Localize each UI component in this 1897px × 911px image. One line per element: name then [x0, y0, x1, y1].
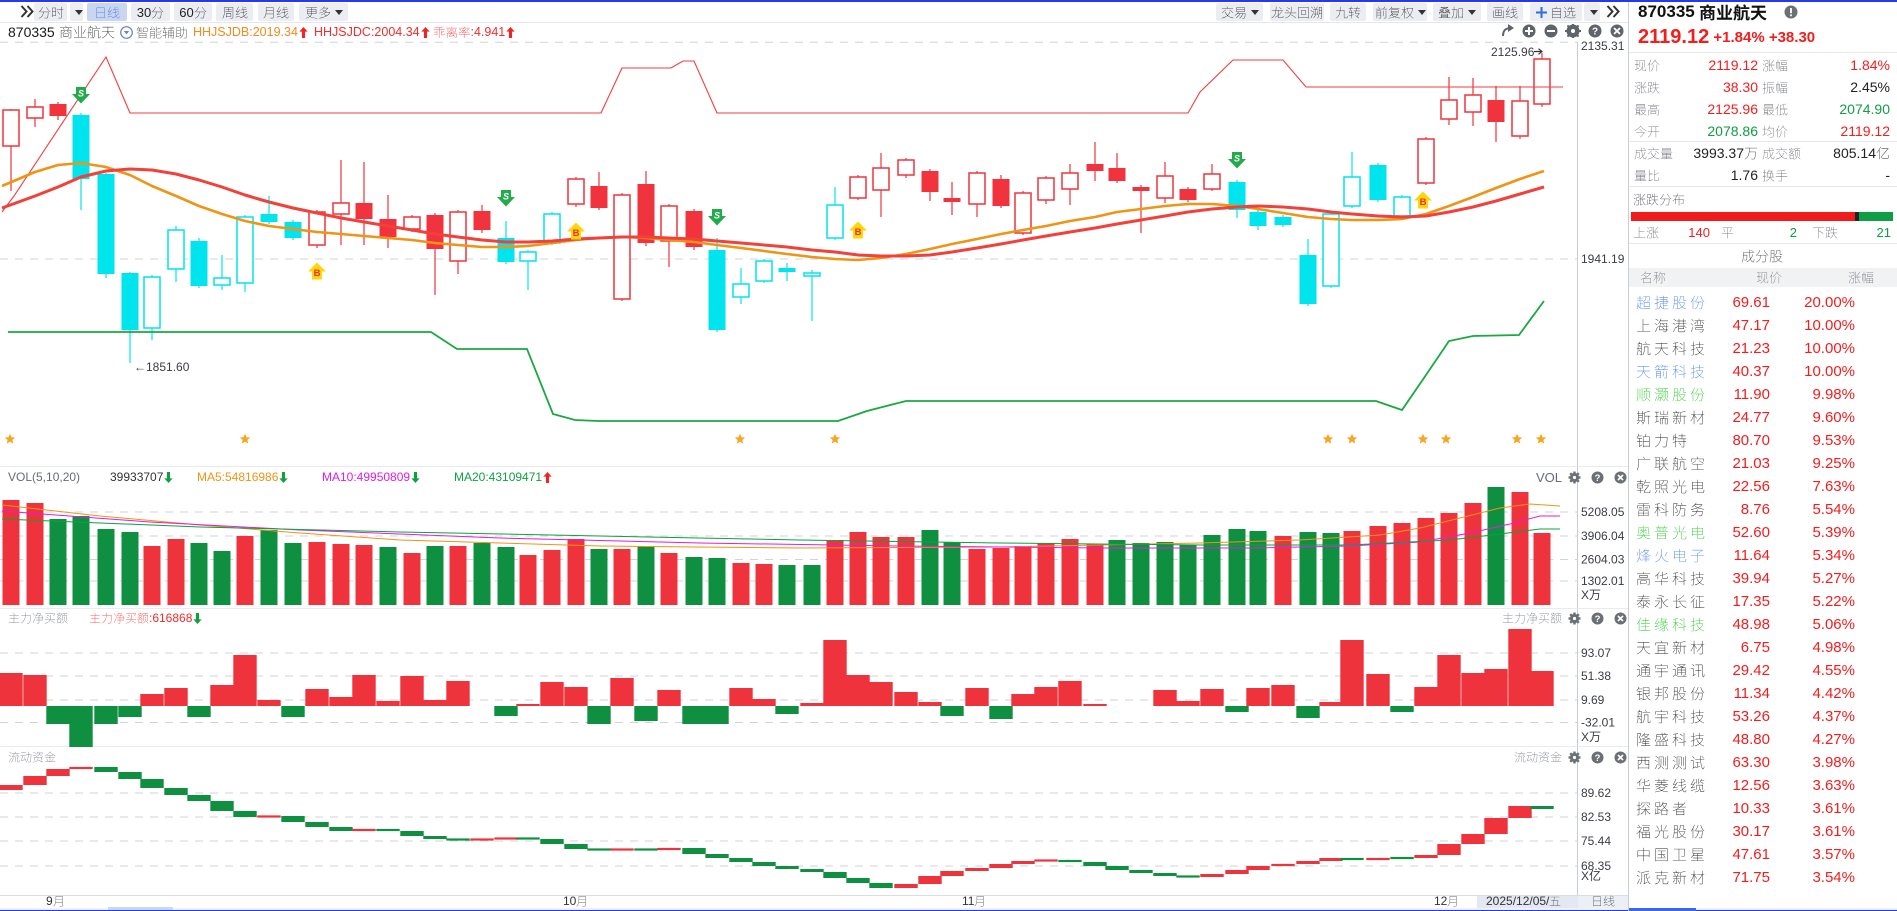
svg-text:S: S — [503, 192, 509, 202]
svg-text:3906.04: 3906.04 — [1581, 529, 1625, 543]
svg-text:2125.96: 2125.96 — [1491, 45, 1535, 59]
svg-text:?: ? — [1595, 473, 1601, 484]
svg-text:2135.31: 2135.31 — [1581, 39, 1625, 53]
svg-text:X亿: X亿 — [1581, 868, 1601, 883]
svg-text:B: B — [573, 228, 580, 239]
svg-text:93.07: 93.07 — [1581, 646, 1611, 660]
svg-text:89.62: 89.62 — [1581, 786, 1611, 800]
svg-text:B: B — [855, 227, 862, 238]
svg-text:?: ? — [1592, 26, 1598, 37]
svg-text:5208.05: 5208.05 — [1581, 505, 1625, 519]
svg-text:-32.01: -32.01 — [1581, 716, 1615, 730]
svg-text:X万: X万 — [1581, 730, 1601, 744]
svg-text:S: S — [78, 89, 84, 99]
svg-text:75.44: 75.44 — [1581, 834, 1611, 848]
svg-text:←1851.60: ←1851.60 — [134, 360, 190, 374]
svg-text:9.69: 9.69 — [1581, 693, 1605, 707]
svg-text:1302.01: 1302.01 — [1581, 574, 1625, 588]
svg-text:82.53: 82.53 — [1581, 810, 1611, 824]
svg-text:B: B — [1420, 197, 1427, 208]
svg-text:?: ? — [1595, 753, 1601, 764]
svg-text:X万: X万 — [1581, 588, 1601, 602]
svg-text:?: ? — [1595, 614, 1601, 625]
svg-text:B: B — [314, 268, 321, 279]
svg-text:1941.19: 1941.19 — [1581, 252, 1625, 266]
svg-text:68.35: 68.35 — [1581, 859, 1611, 873]
svg-text:S: S — [1234, 154, 1240, 164]
svg-text:2604.03: 2604.03 — [1581, 553, 1625, 567]
svg-text:S: S — [714, 211, 720, 221]
svg-text:51.38: 51.38 — [1581, 669, 1611, 683]
